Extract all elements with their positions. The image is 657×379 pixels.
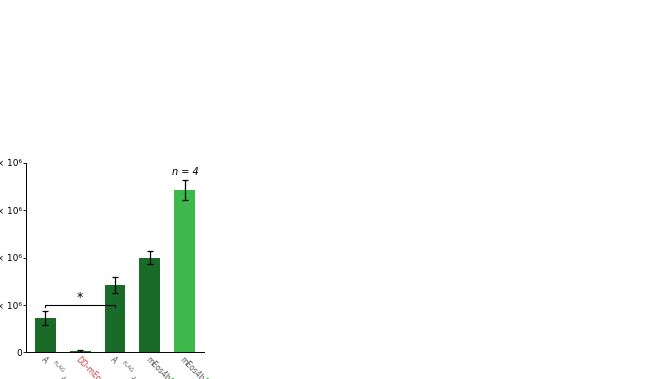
Text: A: A [108, 356, 119, 366]
Bar [70, 351, 91, 352]
Text: A: A [39, 356, 49, 366]
Text: EncSig: EncSig [164, 377, 189, 379]
Text: n = 4: n = 4 [171, 167, 198, 177]
Text: FLAG: FLAG [121, 360, 135, 374]
Bar [139, 258, 160, 352]
Text: EncSig: EncSig [199, 377, 224, 379]
Text: + mEos4b-: + mEos4b- [125, 372, 163, 379]
Text: mEos4b-: mEos4b- [178, 356, 208, 379]
Bar [174, 190, 195, 352]
Bar [35, 318, 56, 352]
Text: mEos4b-: mEos4b- [143, 356, 173, 379]
Bar [104, 285, 125, 352]
Text: DD-mEos4b-: DD-mEos4b- [74, 356, 114, 379]
Text: *: * [77, 291, 83, 304]
Text: +: + [56, 372, 70, 379]
Text: FLAG: FLAG [52, 360, 65, 374]
